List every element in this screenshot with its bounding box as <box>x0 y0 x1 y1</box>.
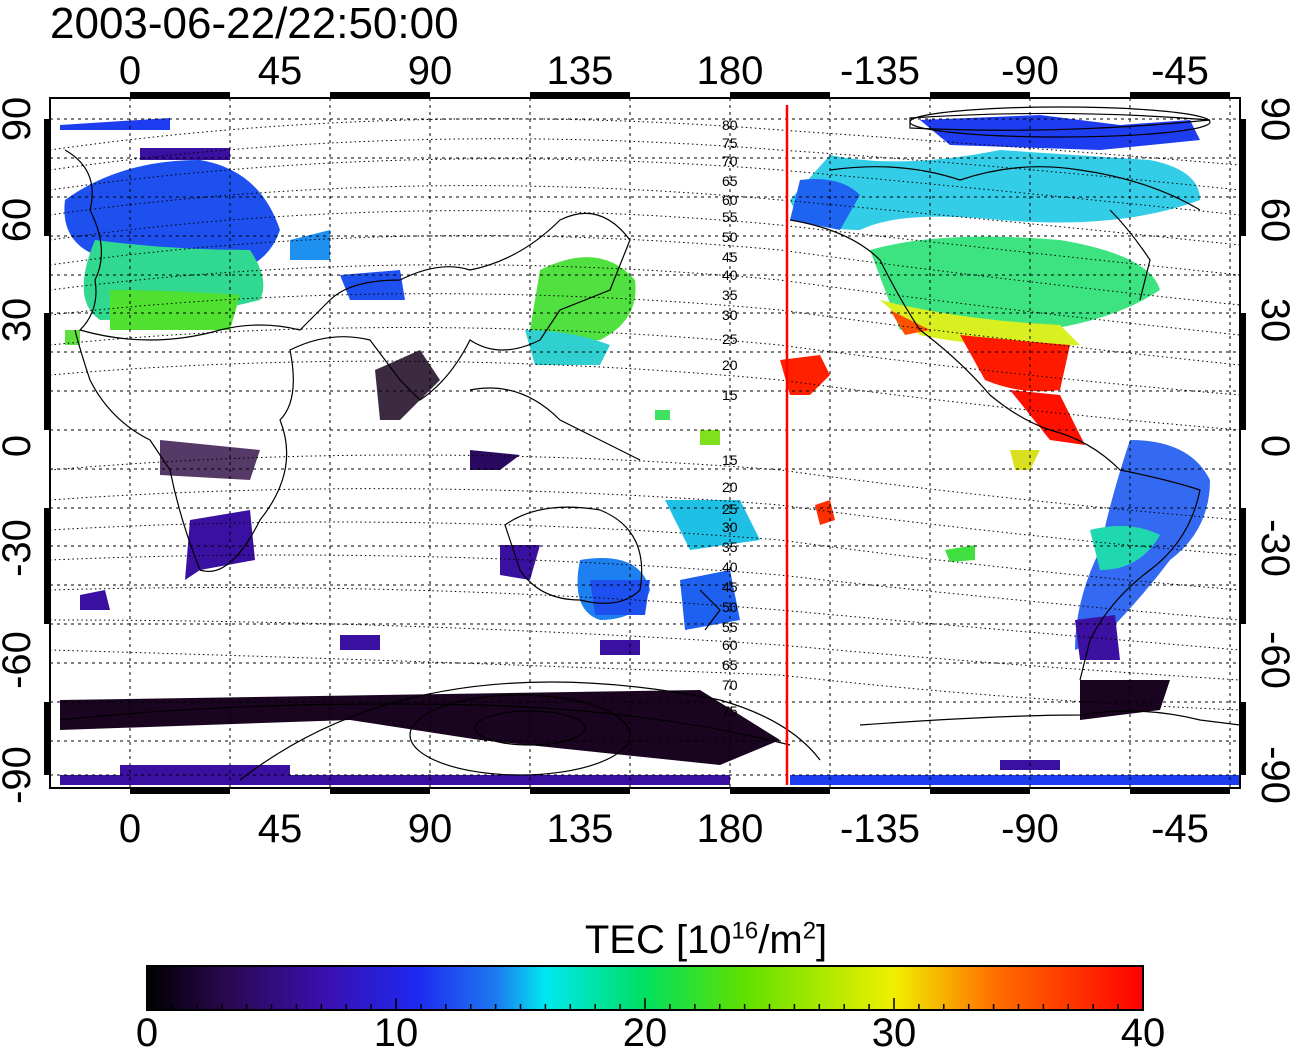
contour-label: 30 <box>722 307 738 323</box>
bottom-tick-label: 180 <box>697 807 764 851</box>
top-tick-label: -135 <box>840 49 920 93</box>
colorbar-tick-label: 40 <box>1120 1011 1166 1055</box>
contour-label: 60 <box>722 192 738 208</box>
left-tick-label: -60 <box>0 631 39 689</box>
contour-label: 70 <box>722 677 738 693</box>
tec-patch-africa <box>185 510 255 580</box>
tec-patch-asia <box>340 270 405 300</box>
right-tick-label: 0 <box>1253 435 1292 457</box>
colorbar <box>146 965 1144 1011</box>
left-tick-label: -30 <box>0 519 39 577</box>
contour-label: 25 <box>722 331 738 347</box>
lat-lon-grid <box>50 98 1240 788</box>
right-tick-label: -30 <box>1253 519 1292 577</box>
top-tick-label: -90 <box>1001 49 1059 93</box>
contour-label: 40 <box>722 267 738 283</box>
right-tick-label: 60 <box>1253 198 1292 243</box>
right-axis-ticks: 90 60 30 0 -30 -60 -90 <box>1253 97 1292 804</box>
contour-label: 20 <box>722 479 738 495</box>
tec-patch-japan <box>530 257 636 342</box>
right-tick-label: 30 <box>1253 298 1292 343</box>
axis-frame-bars <box>44 92 1246 794</box>
contour-label: 75 <box>722 135 738 151</box>
contour-label: 25 <box>722 501 738 517</box>
colorbar-tick-marks <box>146 998 1144 1010</box>
contour-label: 15 <box>722 387 738 403</box>
bottom-tick-label: -90 <box>1001 807 1059 851</box>
bottom-tick-label: 45 <box>258 807 303 851</box>
contour-label: 45 <box>722 579 738 595</box>
bottom-tick-label: 90 <box>408 807 453 851</box>
contour-label: 40 <box>722 559 738 575</box>
contour-label: 60 <box>722 637 738 653</box>
contour-label: 65 <box>722 657 738 673</box>
right-tick-label: -60 <box>1253 631 1292 689</box>
top-tick-label: -45 <box>1151 49 1209 93</box>
left-tick-label: 0 <box>0 435 39 457</box>
contour-label: 35 <box>722 539 738 555</box>
bottom-axis-ticks: 0 45 90 135 180 -135 -90 -45 <box>119 807 1209 851</box>
contour-label: 55 <box>722 209 738 225</box>
contour-label: 35 <box>722 287 738 303</box>
contour-label: 70 <box>722 153 738 169</box>
colorbar-tick-label: 20 <box>622 1011 668 1055</box>
contour-label: 45 <box>722 249 738 265</box>
top-tick-label: 180 <box>697 49 764 93</box>
right-tick-label: 90 <box>1253 97 1292 142</box>
contour-label: 15 <box>722 452 738 468</box>
contour-label: 30 <box>722 519 738 535</box>
tec-patch-hawaii <box>780 355 830 395</box>
contour-label: 55 <box>722 619 738 635</box>
left-tick-label: 60 <box>0 198 39 243</box>
colorbar-title: TEC [1016/m2] <box>584 918 828 963</box>
tec-patch-europe <box>64 160 280 270</box>
contour-label: 50 <box>722 599 738 615</box>
colorbar-tick-label: 10 <box>373 1011 419 1055</box>
contour-label: 80 <box>722 117 738 133</box>
colorbar-tick-label: 0 <box>135 1011 159 1055</box>
tec-data-layer <box>60 115 1240 785</box>
contour-label: 20 <box>722 357 738 373</box>
top-tick-label: 90 <box>408 49 453 93</box>
top-tick-label: 0 <box>119 49 141 93</box>
map-title: 2003-06-22/22:50:00 <box>50 0 459 48</box>
geomagnetic-contours <box>50 118 1240 711</box>
bottom-tick-label: 0 <box>119 807 141 851</box>
tec-patch-north-america <box>870 236 1160 335</box>
top-tick-label: 45 <box>258 49 303 93</box>
right-tick-label: -90 <box>1253 746 1292 804</box>
bottom-tick-label: -45 <box>1151 807 1209 851</box>
contour-label: 75 <box>722 703 738 719</box>
contour-labels-south: 15 20 25 30 35 40 45 50 55 60 65 70 75 <box>722 452 738 719</box>
bottom-tick-label: 135 <box>547 807 614 851</box>
bottom-tick-label: -135 <box>840 807 920 851</box>
map-frame <box>49 97 1241 789</box>
left-axis-ticks: 90 60 30 0 -30 -60 -90 <box>0 97 39 804</box>
colorbar-tick-label: 30 <box>871 1011 917 1055</box>
tec-patch-antarctica <box>60 690 780 765</box>
contour-label: 50 <box>722 229 738 245</box>
left-tick-label: 90 <box>0 97 39 142</box>
left-tick-label: -90 <box>0 746 39 804</box>
top-axis-ticks: 0 45 90 135 180 -135 -90 -45 <box>119 49 1209 93</box>
top-tick-label: 135 <box>547 49 614 93</box>
left-tick-label: 30 <box>0 298 39 343</box>
contour-label: 65 <box>722 173 738 189</box>
